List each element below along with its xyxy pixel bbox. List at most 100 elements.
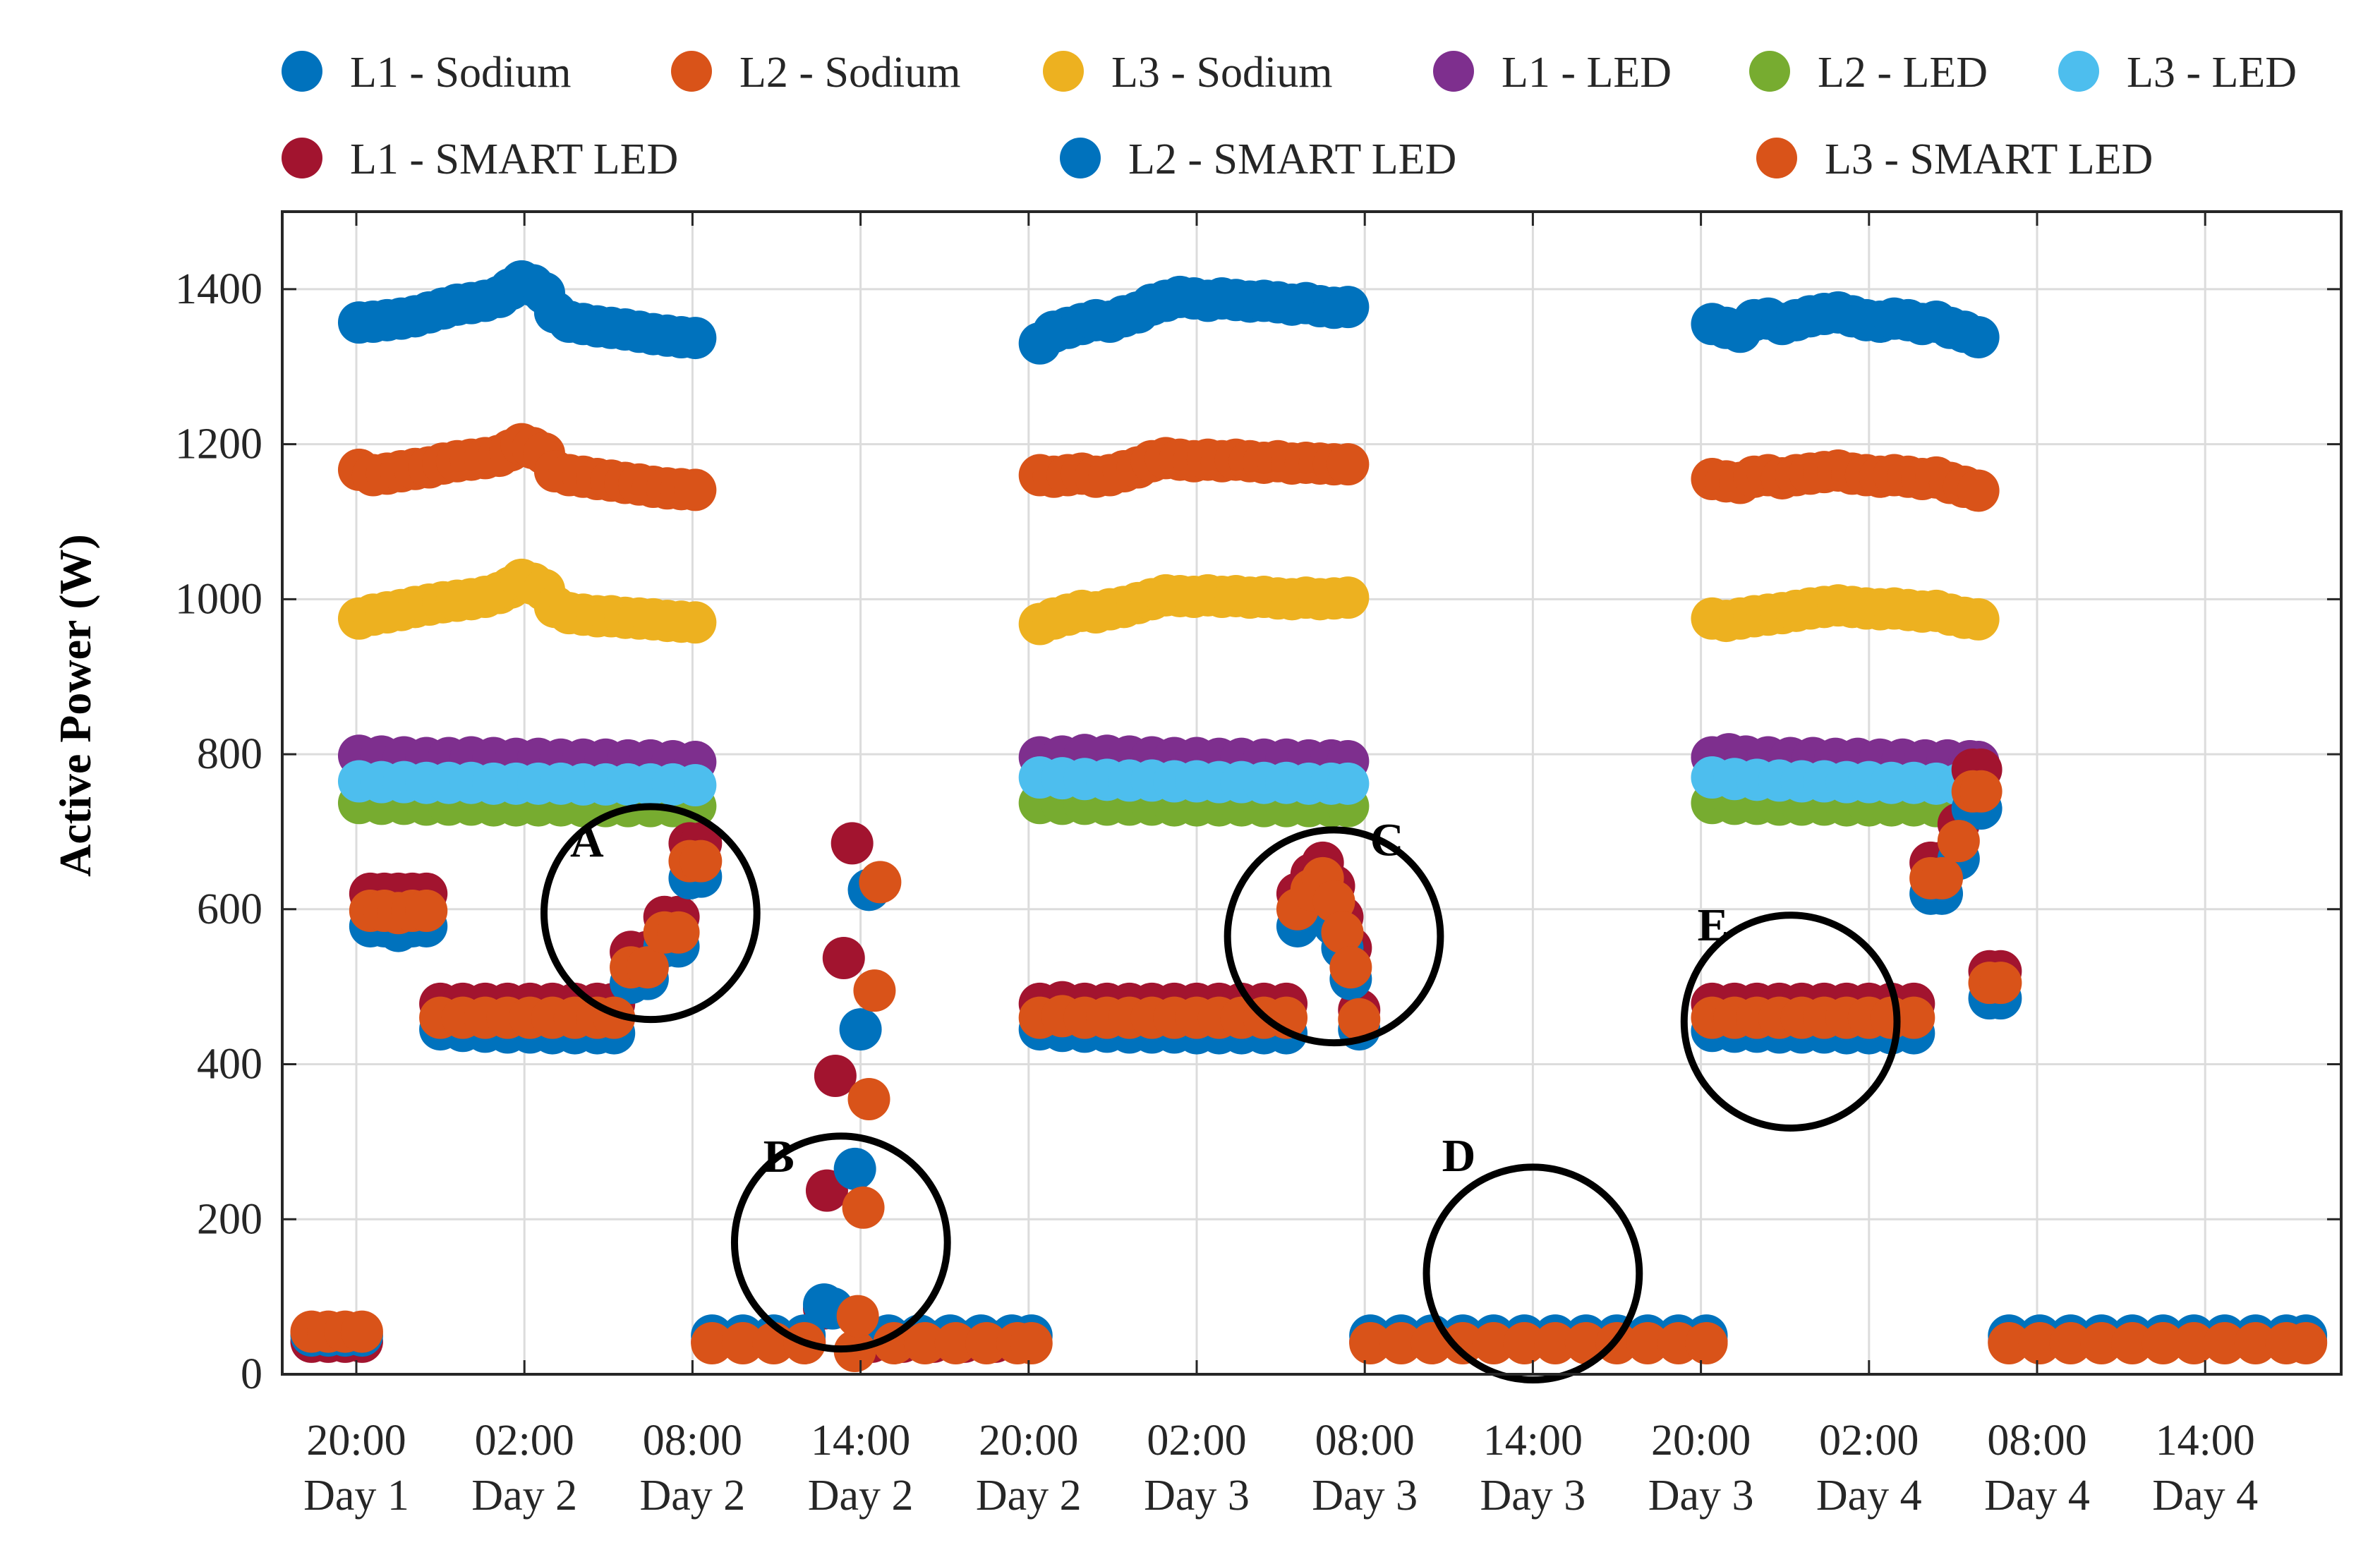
- data-point: [1979, 962, 2022, 1005]
- legend-label: L1 - SMART LED: [350, 135, 678, 183]
- x-tick-label: 02:00: [475, 1417, 574, 1465]
- data-point: [836, 1295, 879, 1338]
- data-point: [674, 601, 717, 644]
- x-tick-label: Day 2: [471, 1472, 577, 1520]
- data-point: [822, 937, 865, 980]
- legend-label: L2 - LED: [1818, 49, 1988, 97]
- x-tick-label: 20:00: [1651, 1417, 1751, 1465]
- legend-marker: [1756, 138, 1797, 178]
- legend-label: L3 - Sodium: [1111, 49, 1332, 97]
- legend-item: L3 - SMART LED: [1756, 135, 2153, 183]
- data-point: [1685, 1322, 1728, 1365]
- y-tick-label: 800: [197, 730, 262, 778]
- data-point: [2018, 1322, 2061, 1365]
- data-point: [679, 840, 723, 883]
- y-tick-label: 0: [241, 1350, 262, 1398]
- data-point: [1327, 286, 1370, 329]
- annotation-label: A: [570, 816, 604, 867]
- data-points: [290, 260, 2328, 1373]
- series-l3-led: [337, 756, 2000, 807]
- data-point: [2049, 1322, 2092, 1365]
- data-point: [873, 1322, 916, 1365]
- x-tick-label: Day 2: [640, 1472, 746, 1520]
- legend-marker: [2058, 51, 2099, 92]
- data-point: [721, 1322, 764, 1365]
- y-tick-label: 600: [197, 885, 262, 933]
- y-tick-label: 1000: [175, 575, 262, 623]
- x-tick-label: 20:00: [306, 1417, 406, 1465]
- annotation-circle: [1224, 826, 1444, 1047]
- x-tick-label: Day 2: [976, 1472, 1082, 1520]
- data-point: [1921, 856, 1964, 899]
- legend-item: L2 - LED: [1749, 49, 1988, 97]
- legend-marker: [282, 51, 322, 92]
- x-tick-label: Day 1: [303, 1472, 409, 1520]
- data-point: [1349, 1322, 1392, 1365]
- legend-marker: [282, 138, 322, 178]
- data-point: [1534, 1322, 1577, 1365]
- data-point: [2173, 1322, 2216, 1365]
- data-point: [626, 946, 669, 989]
- y-tick-label: 400: [197, 1041, 262, 1089]
- legend-marker: [1060, 138, 1101, 178]
- legend-marker: [1043, 51, 1084, 92]
- x-tick-label: 14:00: [2156, 1417, 2255, 1465]
- x-tick-label: Day 4: [1984, 1472, 2090, 1520]
- data-point: [1321, 911, 1364, 954]
- data-point: [847, 1077, 890, 1120]
- data-point: [1937, 820, 1980, 863]
- data-point: [859, 861, 902, 904]
- legend-label: L2 - SMART LED: [1128, 135, 1456, 183]
- series-l1-sodium: [337, 260, 2000, 365]
- annotation-label: D: [1442, 1130, 1476, 1182]
- data-point: [674, 317, 717, 360]
- legend-marker: [671, 51, 712, 92]
- legend-label: L1 - Sodium: [350, 49, 571, 97]
- y-tick-label: 200: [197, 1195, 262, 1243]
- data-point: [830, 822, 874, 865]
- data-point: [405, 889, 448, 932]
- data-point: [1892, 996, 1935, 1039]
- data-point: [903, 1322, 946, 1365]
- x-tick-label: 08:00: [643, 1417, 742, 1465]
- y-tick-label: 1200: [175, 420, 262, 468]
- data-point: [1327, 443, 1370, 486]
- data-point: [691, 1322, 734, 1365]
- legend-marker: [1433, 51, 1474, 92]
- data-point: [340, 1310, 383, 1353]
- data-point: [1564, 1322, 1607, 1365]
- legend-marker: [1749, 51, 1790, 92]
- data-point: [657, 911, 700, 954]
- axes: 0 200 400 600 800 1000 1200 1400 20:00 Day 1 02:00…: [175, 210, 2343, 1520]
- data-point: [1327, 762, 1370, 805]
- data-point: [1959, 770, 2003, 813]
- x-tick-label: Day 3: [1480, 1472, 1586, 1520]
- annotation-circle: [1680, 911, 1901, 1132]
- data-point: [1957, 469, 2000, 512]
- data-point: [1327, 576, 1370, 619]
- legend-label: L3 - LED: [2127, 49, 2297, 97]
- x-tick-label: 14:00: [1483, 1417, 1583, 1465]
- y-tick-label: 1400: [175, 265, 262, 313]
- legend-item: L1 - SMART LED: [282, 135, 678, 183]
- data-point: [2203, 1322, 2246, 1365]
- x-tick-label: Day 4: [1816, 1472, 1922, 1520]
- series-l2-sodium: [337, 423, 2000, 512]
- data-point: [839, 1008, 882, 1051]
- annotation-label: B: [763, 1131, 795, 1182]
- legend-label: L1 - LED: [1502, 49, 1672, 97]
- annotation-circles: A B C D E: [540, 803, 1901, 1384]
- data-point: [934, 1322, 977, 1365]
- data-point: [1503, 1322, 1546, 1365]
- data-point: [965, 1322, 1008, 1365]
- data-point: [1626, 1322, 1669, 1365]
- data-point: [2234, 1322, 2277, 1365]
- legend-item: L2 - Sodium: [671, 49, 960, 97]
- annotation-circle: [1422, 1163, 1643, 1384]
- annotation-label: C: [1370, 814, 1404, 866]
- data-point: [2142, 1322, 2185, 1365]
- data-point: [1329, 946, 1372, 989]
- legend: L1 - Sodium L2 - Sodium L3 - Sodium L1 - LE…: [282, 49, 2297, 183]
- x-tick-label: Day 3: [1648, 1472, 1754, 1520]
